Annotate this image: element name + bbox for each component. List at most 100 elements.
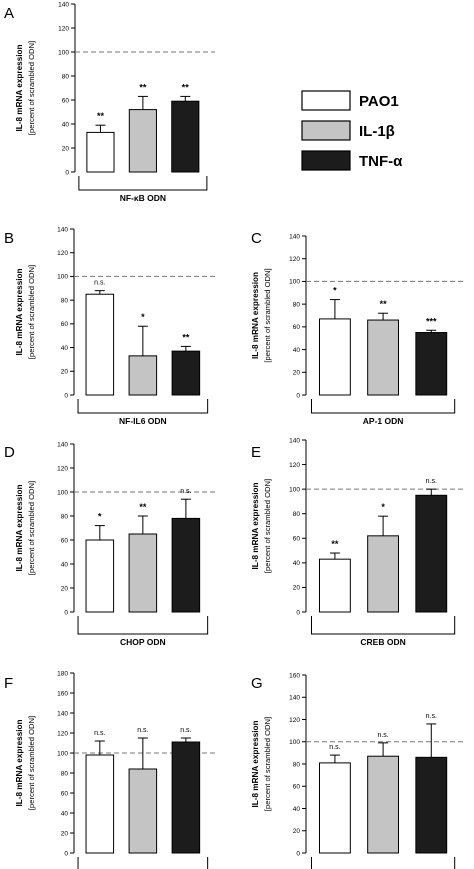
bar-il1 bbox=[367, 535, 400, 613]
y-tick-label: 100 bbox=[57, 750, 68, 757]
significance-label: ** bbox=[97, 111, 105, 121]
legend-label: TNF-α bbox=[359, 153, 403, 170]
legend-swatch bbox=[301, 90, 351, 111]
bar-pao1 bbox=[85, 539, 115, 613]
y-tick-label: 120 bbox=[57, 465, 68, 472]
y-axis-label: IL-8 mRNA expression bbox=[15, 44, 24, 131]
y-axis-sublabel: [percent of scrambled ODN] bbox=[27, 716, 36, 810]
y-axis-sublabel: [percent of scrambled ODN] bbox=[27, 41, 36, 135]
y-tick-label: 100 bbox=[289, 279, 300, 286]
y-axis-label: IL-8 mRNA expression bbox=[251, 482, 260, 569]
y-tick-label: 40 bbox=[61, 345, 69, 352]
y-tick-label: 40 bbox=[61, 810, 69, 817]
group-label: NF-IL6 ODN bbox=[119, 416, 167, 426]
y-tick-label: 80 bbox=[293, 761, 301, 768]
y-tick-label: 60 bbox=[61, 790, 69, 797]
y-tick-label: 100 bbox=[57, 489, 68, 496]
bar-il1 bbox=[367, 319, 400, 396]
significance-label: *** bbox=[426, 316, 437, 326]
significance-label: n.s. bbox=[180, 488, 191, 495]
bar-tnf bbox=[415, 494, 448, 613]
bar-tnf bbox=[415, 332, 448, 396]
bar-tnf bbox=[171, 100, 200, 173]
y-tick-label: 0 bbox=[64, 609, 68, 616]
group-bracket bbox=[310, 399, 456, 414]
y-axis-sublabel: [percent of scrambled ODN] bbox=[263, 717, 272, 811]
significance-label: n.s. bbox=[94, 730, 105, 737]
panel-letter: E bbox=[251, 444, 261, 461]
bar-pao1 bbox=[85, 293, 115, 396]
bar-pao1 bbox=[85, 754, 115, 854]
y-tick-label: 40 bbox=[293, 806, 301, 813]
y-tick-label: 120 bbox=[58, 25, 69, 32]
group-label: CREB ODN bbox=[360, 637, 405, 647]
panel-letter: F bbox=[4, 675, 13, 692]
y-tick-label: 140 bbox=[289, 695, 300, 702]
y-tick-label: 0 bbox=[296, 392, 300, 399]
group-bracket bbox=[310, 857, 456, 869]
y-axis-sublabel: [percent of scrambled ODN] bbox=[27, 265, 36, 359]
bar-il1 bbox=[128, 355, 158, 396]
y-axis-sublabel: [percent of scrambled ODN] bbox=[263, 268, 272, 362]
group-bracket bbox=[78, 176, 208, 191]
y-tick-label: 20 bbox=[61, 830, 69, 837]
y-axis-label: IL-8 mRNA expression bbox=[15, 268, 24, 355]
bar-il1 bbox=[128, 533, 158, 613]
y-tick-label: 20 bbox=[293, 370, 301, 377]
y-tick-label: 100 bbox=[57, 274, 68, 281]
significance-label: n.s. bbox=[426, 478, 437, 485]
significance-label: n.s. bbox=[426, 713, 437, 720]
legend: PAO1 IL-1β TNF-α bbox=[301, 90, 403, 171]
panel-g: G 0 20 40 60 80 100 120 140 160 IL-8 mRNA expressi… bbox=[251, 672, 465, 869]
significance-label: n.s. bbox=[377, 732, 388, 739]
legend-swatch bbox=[301, 120, 351, 141]
bar-pao1 bbox=[318, 558, 351, 613]
y-tick-label: 20 bbox=[61, 585, 69, 592]
y-tick-label: 40 bbox=[293, 560, 301, 567]
panel-e: E 0 20 40 60 80 100 120 140 IL-8 mRNA expression[… bbox=[251, 437, 465, 647]
bar-tnf bbox=[171, 350, 201, 396]
y-axis-label: IL-8 mRNA expression bbox=[15, 484, 24, 571]
y-tick-label: 180 bbox=[57, 670, 68, 677]
bar-pao1 bbox=[318, 762, 351, 854]
y-tick-label: 0 bbox=[65, 169, 69, 176]
panel-letter: C bbox=[251, 230, 262, 247]
y-tick-label: 60 bbox=[61, 321, 69, 328]
significance-label: * bbox=[141, 312, 145, 322]
y-tick-label: 140 bbox=[57, 710, 68, 717]
bar-tnf bbox=[415, 756, 448, 854]
panel-letter: G bbox=[251, 675, 263, 692]
legend-label: IL-1β bbox=[359, 123, 395, 140]
y-tick-label: 40 bbox=[62, 121, 70, 128]
y-tick-label: 80 bbox=[61, 513, 69, 520]
panel-letter: B bbox=[4, 230, 14, 247]
group-bracket bbox=[77, 616, 209, 635]
y-axis-sublabel: [percent of scrambled ODN] bbox=[27, 481, 36, 575]
group-label: NF-κB ODN bbox=[120, 193, 166, 203]
bar-tnf bbox=[171, 517, 201, 613]
y-tick-label: 40 bbox=[61, 561, 69, 568]
significance-label: ** bbox=[139, 502, 147, 512]
y-tick-label: 160 bbox=[57, 690, 68, 697]
y-tick-label: 120 bbox=[289, 717, 300, 724]
y-axis-label: IL-8 mRNA expression bbox=[15, 719, 24, 806]
bar-pao1 bbox=[318, 318, 351, 396]
y-tick-label: 160 bbox=[289, 672, 300, 679]
bar-tnf bbox=[171, 741, 201, 854]
y-axis-sublabel: [percent of scrambled ODN] bbox=[263, 479, 272, 573]
legend-label: PAO1 bbox=[359, 93, 399, 110]
y-tick-label: 120 bbox=[289, 462, 300, 469]
y-tick-label: 60 bbox=[61, 537, 69, 544]
significance-label: n.s. bbox=[137, 727, 148, 734]
y-tick-label: 60 bbox=[62, 97, 70, 104]
y-tick-label: 80 bbox=[293, 511, 301, 518]
panel-d: D 0 20 40 60 80 100 120 140 IL-8 mRNA expression[… bbox=[4, 441, 216, 647]
group-bracket bbox=[77, 857, 209, 869]
y-tick-label: 40 bbox=[293, 347, 301, 354]
y-tick-label: 120 bbox=[57, 250, 68, 257]
significance-label: ** bbox=[182, 82, 190, 92]
y-tick-label: 60 bbox=[293, 536, 301, 543]
y-tick-label: 120 bbox=[57, 730, 68, 737]
legend-swatch bbox=[301, 150, 351, 171]
